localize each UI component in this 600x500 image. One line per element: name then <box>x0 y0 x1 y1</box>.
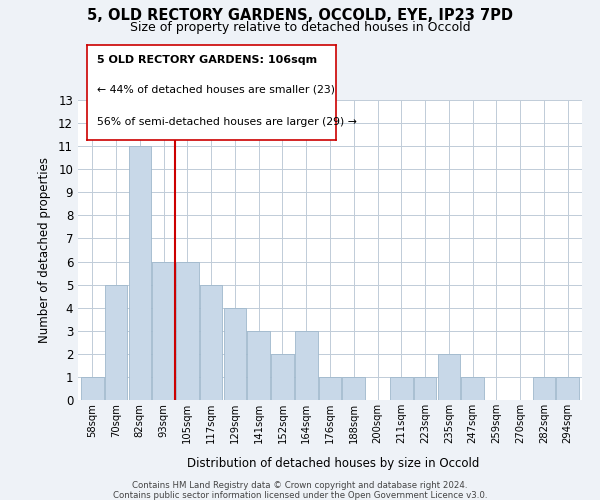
Bar <box>176 262 199 400</box>
Bar <box>461 377 484 400</box>
Text: 5, OLD RECTORY GARDENS, OCCOLD, EYE, IP23 7PD: 5, OLD RECTORY GARDENS, OCCOLD, EYE, IP2… <box>87 8 513 22</box>
Bar <box>224 308 246 400</box>
Text: Contains HM Land Registry data © Crown copyright and database right 2024.: Contains HM Land Registry data © Crown c… <box>132 481 468 490</box>
Bar <box>343 377 365 400</box>
Text: Contains public sector information licensed under the Open Government Licence v3: Contains public sector information licen… <box>113 491 487 500</box>
Bar <box>271 354 294 400</box>
Bar <box>437 354 460 400</box>
Bar <box>105 284 127 400</box>
Bar <box>81 377 104 400</box>
Text: ← 44% of detached houses are smaller (23): ← 44% of detached houses are smaller (23… <box>97 85 335 95</box>
Text: Size of property relative to detached houses in Occold: Size of property relative to detached ho… <box>130 21 470 34</box>
Text: Distribution of detached houses by size in Occold: Distribution of detached houses by size … <box>187 458 479 470</box>
Bar <box>128 146 151 400</box>
Bar <box>533 377 555 400</box>
Bar <box>152 262 175 400</box>
Bar <box>200 284 223 400</box>
Bar <box>319 377 341 400</box>
Bar <box>556 377 579 400</box>
Text: 56% of semi-detached houses are larger (29) →: 56% of semi-detached houses are larger (… <box>97 117 357 127</box>
Bar <box>390 377 413 400</box>
Y-axis label: Number of detached properties: Number of detached properties <box>38 157 51 343</box>
Bar <box>247 331 270 400</box>
Bar <box>295 331 317 400</box>
Bar <box>414 377 436 400</box>
Text: 5 OLD RECTORY GARDENS: 106sqm: 5 OLD RECTORY GARDENS: 106sqm <box>97 54 317 64</box>
